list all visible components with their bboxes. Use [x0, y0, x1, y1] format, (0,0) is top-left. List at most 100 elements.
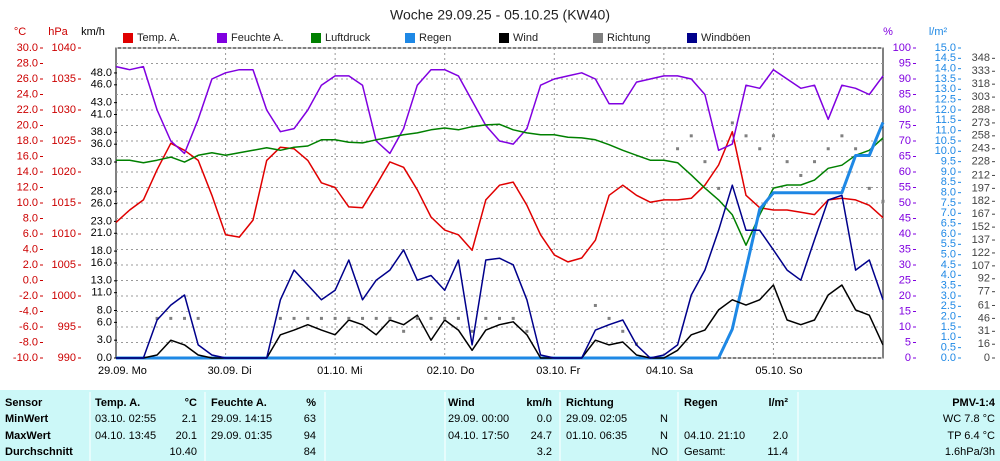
y-tick-label: 24.0 — [17, 88, 38, 100]
y-tick-label: 28.0 — [91, 186, 112, 198]
axis-unit: % — [883, 26, 893, 38]
y-tick-label: 0.5 — [941, 342, 956, 354]
y-tick-label: 13.0 — [935, 83, 956, 95]
stats-cell: WC 7.8 °C — [943, 413, 995, 425]
series-line — [115, 130, 884, 263]
stats-cell: 24.7 — [531, 430, 552, 442]
y-tick-label: 1035 — [52, 73, 76, 85]
y-tick-label: 3.0 — [97, 334, 112, 346]
y-tick-label: 55 — [899, 181, 911, 193]
direction-dot — [689, 134, 693, 138]
y-tick-label: 90 — [899, 73, 911, 85]
y-tick-label: 31 — [978, 325, 990, 337]
axis-unit: °C — [14, 26, 26, 38]
y-tick-label: 1025 — [52, 135, 76, 147]
y-tick-label: 6.5 — [941, 218, 956, 230]
y-tick-label: 14.0 — [17, 166, 38, 178]
y-tick-label: 1005 — [52, 259, 76, 271]
y-tick-label: 107 — [972, 260, 990, 272]
stats-background — [0, 390, 1000, 461]
y-tick-label: 75 — [899, 119, 911, 131]
direction-dot — [443, 316, 447, 320]
stats-header: PMV-1:4 — [952, 397, 996, 409]
stats-cell: Gesamt: — [684, 446, 726, 458]
y-tick-label: 6.0 — [97, 316, 112, 328]
stats-header: l/m² — [768, 397, 788, 409]
direction-dot — [867, 186, 871, 190]
y-tick-label: 0.0 — [941, 352, 956, 364]
y-tick-label: 16.0 — [91, 257, 112, 269]
y-tick-label: 50 — [899, 197, 911, 209]
stats-cell: 3.2 — [537, 446, 552, 458]
y-tick-label: 35 — [899, 243, 911, 255]
y-tick-label: 8.0 — [97, 304, 112, 316]
axis-unit: km/h — [81, 26, 105, 38]
legend-label: Windböen — [701, 32, 751, 44]
direction-dot — [881, 199, 885, 203]
y-tick-label: 10.0 — [17, 197, 38, 209]
y-tick-label: 0 — [905, 352, 911, 364]
direction-dot — [511, 316, 515, 320]
direction-dot — [402, 329, 406, 333]
y-tick-label: 3.0 — [941, 290, 956, 302]
legend-label: Regen — [419, 32, 451, 44]
legend-label: Wind — [513, 32, 538, 44]
y-tick-label: 1.5 — [941, 321, 956, 333]
stats-cell: 04.10. 21:10 — [684, 430, 745, 442]
y-tick-label: 8.0 — [941, 187, 956, 199]
stats-cell: 10.40 — [169, 446, 197, 458]
x-tick-label: 30.09. Di — [208, 365, 252, 377]
y-tick-label: 258 — [972, 130, 990, 142]
y-tick-label: 318 — [972, 78, 990, 90]
y-tick-label: 77 — [978, 286, 990, 298]
legend-label: Richtung — [607, 32, 650, 44]
legend-swatch — [405, 33, 415, 43]
direction-dot — [826, 147, 830, 151]
stats-cell: 84 — [304, 446, 316, 458]
y-tick-label: 11.0 — [935, 125, 956, 137]
y-tick-label: 10 — [899, 321, 911, 333]
y-tick-label: 21.0 — [91, 227, 112, 239]
y-tick-label: 0.0 — [97, 352, 112, 364]
y-tick-label: 7.0 — [941, 207, 956, 219]
stats-cell: 0.0 — [537, 413, 552, 425]
y-tick-label: 80 — [899, 104, 911, 116]
direction-dot — [333, 316, 337, 320]
y-tick-label: 7.5 — [941, 197, 956, 209]
y-tick-label: 12.5 — [935, 94, 956, 106]
stats-header: Sensor — [5, 397, 43, 409]
stats-cell: 63 — [304, 413, 316, 425]
legend-label: Feuchte A. — [231, 32, 284, 44]
y-tick-label: 288 — [972, 104, 990, 116]
y-tick-label: 1010 — [52, 228, 76, 240]
y-tick-label: 85 — [899, 88, 911, 100]
y-tick-label: 33.0 — [91, 156, 112, 168]
y-tick-label: 6.0 — [941, 228, 956, 240]
stats-cell: 1.6hPa/3h — [945, 446, 995, 458]
stats-cell: 29.09. 01:35 — [211, 430, 272, 442]
y-tick-label: 14.5 — [935, 52, 956, 64]
direction-dot — [676, 147, 680, 151]
y-tick-label: 22.0 — [17, 104, 38, 116]
legend-swatch — [593, 33, 603, 43]
series-line — [115, 65, 884, 155]
y-tick-label: -8.0 — [19, 336, 38, 348]
stats-header: km/h — [526, 397, 552, 409]
y-tick-label: 14.0 — [935, 63, 956, 75]
y-tick-label: 1030 — [52, 104, 76, 116]
y-tick-label: 11.0 — [91, 287, 112, 299]
direction-dot — [593, 303, 597, 307]
y-tick-label: -10.0 — [13, 352, 38, 364]
y-tick-label: 28.0 — [17, 57, 38, 69]
y-tick-label: 20 — [899, 290, 911, 302]
x-tick-label: 03.10. Fr — [536, 365, 580, 377]
y-tick-label: 122 — [972, 247, 990, 259]
direction-dot — [607, 316, 611, 320]
y-tick-label: 46 — [978, 312, 990, 324]
x-tick-label: 04.10. Sa — [646, 365, 694, 377]
y-tick-label: 36.0 — [91, 138, 112, 150]
y-tick-label: 137 — [972, 234, 990, 246]
y-tick-label: 13.5 — [935, 73, 956, 85]
